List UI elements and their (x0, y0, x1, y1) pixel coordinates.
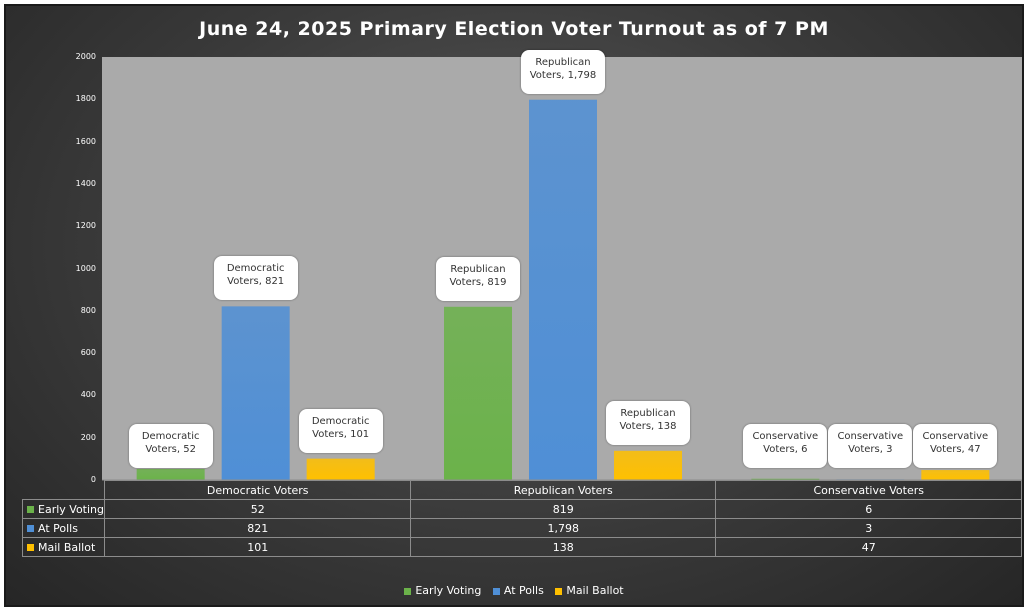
data-table: Democratic Voters Republican Voters Cons… (21, 480, 1022, 557)
data-table-row: Early Voting 52 819 6 (21, 499, 1022, 519)
legend: Early Voting At Polls Mail Ballot (6, 584, 1022, 597)
table-cell: 819 (409, 499, 717, 519)
legend-label: Mail Ballot (566, 584, 624, 597)
data-label: Conservative Voters, 6 (743, 424, 828, 468)
y-tick-label: 200 (80, 432, 96, 442)
table-cell: 821 (104, 518, 411, 538)
legend-label: Early Voting (415, 584, 482, 597)
row-header: Early Voting (21, 499, 106, 519)
table-cell: 3 (715, 518, 1022, 538)
mail-ballot-swatch (27, 544, 34, 551)
category-header: Republican Voters (409, 480, 717, 500)
chart-title: June 24, 2025 Primary Election Voter Tur… (199, 18, 829, 40)
bars-layer (102, 99, 1022, 481)
y-tick-label: 0 (90, 475, 96, 484)
legend-item: Early Voting (404, 584, 481, 597)
table-cell: 1,798 (409, 518, 717, 538)
y-tick-label: 1200 (75, 221, 96, 231)
bar (921, 470, 990, 480)
legend-item: At Polls (492, 584, 544, 597)
data-label: Democratic Voters, 52 (128, 424, 213, 468)
y-tick-label: 1400 (75, 178, 96, 188)
row-header-label: At Polls (38, 521, 78, 535)
category-header: Democratic Voters (104, 480, 411, 500)
table-cell: 138 (409, 537, 717, 557)
data-table-header-row: Democratic Voters Republican Voters Cons… (22, 480, 1022, 500)
row-header-label: Mail Ballot (38, 540, 96, 554)
table-cell: 52 (104, 499, 411, 519)
bar (136, 469, 205, 480)
data-label: Conservative Voters, 47 (913, 424, 998, 468)
row-header-label: Early Voting (38, 502, 104, 516)
y-tick-label: 400 (80, 390, 96, 400)
y-tick-label: 1800 (75, 94, 96, 104)
data-label: Republican Voters, 1,798 (521, 49, 605, 94)
category-header: Conservative Voters (715, 480, 1022, 500)
data-table-row: Mail Ballot 101 138 47 (21, 537, 1022, 557)
early-voting-swatch (404, 587, 412, 595)
bar (306, 458, 375, 480)
data-label: Republican Voters, 819 (436, 256, 520, 301)
y-tick-label: 1000 (75, 263, 96, 273)
table-cell: 101 (104, 537, 411, 557)
legend-item: Mail Ballot (555, 584, 624, 597)
row-header: At Polls (21, 518, 106, 538)
bar (444, 306, 512, 480)
y-tick-label: 1600 (75, 136, 96, 146)
data-table-row: At Polls 821 1,798 3 (21, 518, 1022, 538)
at-polls-swatch (492, 587, 500, 595)
early-voting-swatch (27, 506, 34, 513)
bar (751, 478, 820, 480)
data-label: Democratic Voters, 101 (298, 408, 383, 453)
bar (529, 99, 597, 481)
table-cell: 6 (715, 499, 1022, 519)
bar (221, 306, 290, 480)
legend-label: At Polls (503, 584, 544, 597)
data-label: Democratic Voters, 821 (213, 256, 298, 301)
data-label: Conservative Voters, 3 (828, 424, 913, 468)
y-tick-label: 800 (80, 305, 96, 315)
table-cell: 47 (715, 537, 1022, 557)
chart-frame: June 24, 2025 Primary Election Voter Tur… (4, 4, 1024, 607)
data-label: Republican Voters, 138 (606, 400, 690, 445)
y-tick-label: 600 (80, 348, 96, 358)
data-table-corner (22, 480, 106, 500)
row-header: Mail Ballot (21, 537, 106, 557)
at-polls-swatch (27, 525, 34, 532)
bar (614, 450, 682, 480)
mail-ballot-swatch (555, 587, 563, 595)
y-tick-label: 2000 (75, 52, 96, 61)
